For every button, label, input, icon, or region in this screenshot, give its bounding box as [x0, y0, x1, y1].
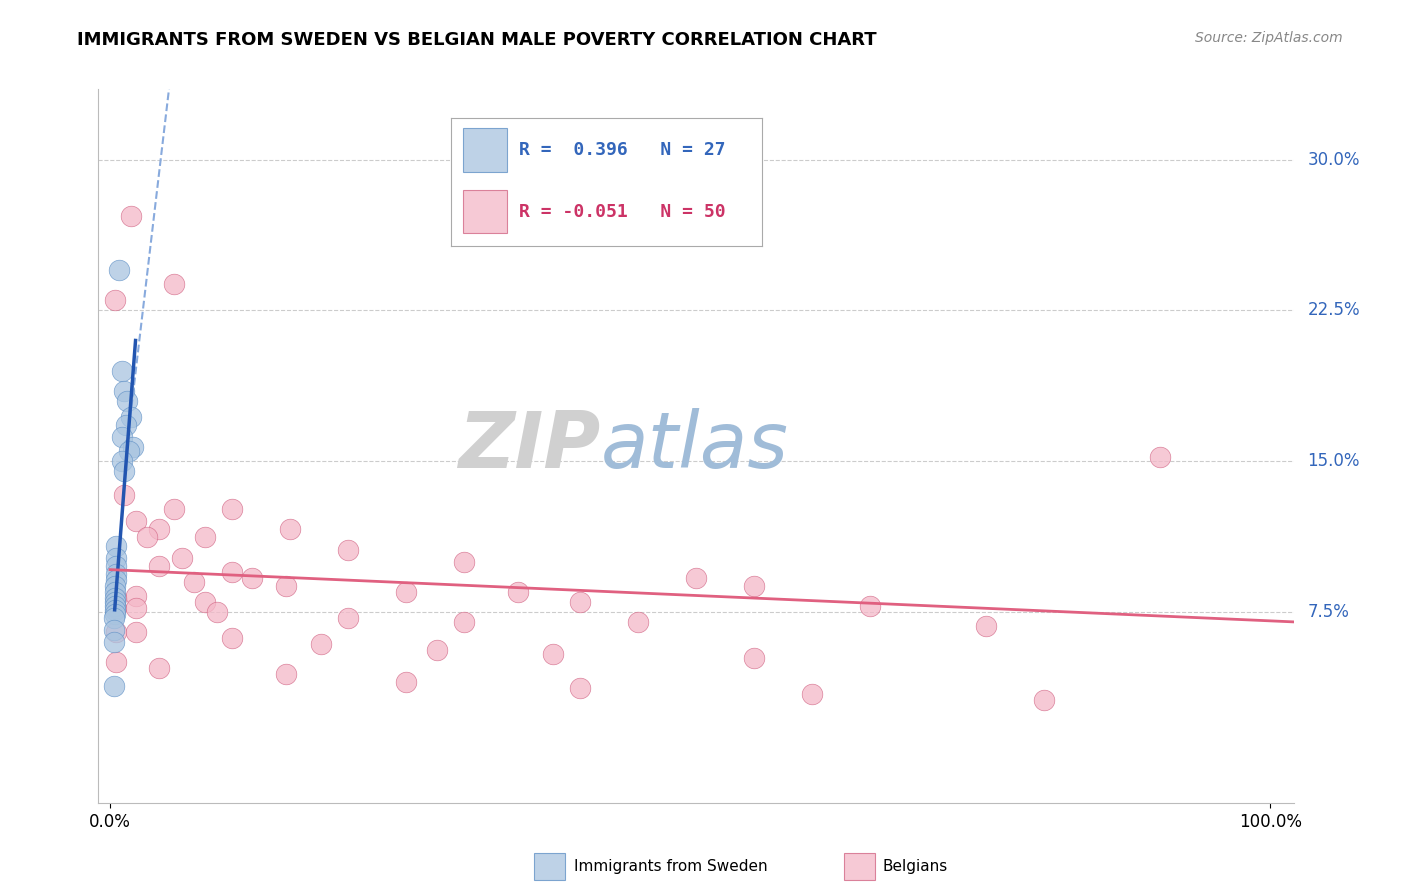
Point — [221, 565, 243, 579]
Point — [117, 393, 139, 408]
Point — [541, 647, 564, 661]
Point — [104, 584, 127, 599]
Point — [103, 611, 125, 625]
Point — [148, 558, 170, 573]
Point — [194, 595, 217, 609]
Point — [124, 515, 146, 529]
Point — [453, 615, 475, 629]
Point — [276, 667, 298, 681]
Point — [183, 574, 205, 589]
Point — [163, 502, 186, 516]
Point — [974, 619, 997, 633]
Point — [568, 681, 591, 696]
Point — [120, 409, 142, 424]
Point — [124, 589, 146, 603]
Point — [124, 624, 146, 639]
Text: 22.5%: 22.5% — [1308, 301, 1360, 319]
Point — [111, 454, 134, 468]
Point — [104, 558, 127, 573]
Point — [115, 417, 138, 432]
Text: Belgians: Belgians — [883, 859, 948, 873]
Point — [859, 599, 882, 613]
Point — [170, 550, 193, 565]
Point — [108, 263, 131, 277]
Point — [627, 615, 650, 629]
Point — [104, 573, 127, 587]
Point — [112, 464, 135, 478]
Point — [309, 637, 332, 651]
Point — [336, 542, 359, 557]
Point — [221, 502, 243, 516]
Point — [104, 603, 127, 617]
Point — [112, 488, 135, 502]
Text: 7.5%: 7.5% — [1308, 603, 1350, 621]
Point — [205, 605, 228, 619]
Point — [395, 675, 418, 690]
Point — [395, 584, 418, 599]
Point — [104, 566, 127, 581]
Point — [104, 600, 127, 615]
Point — [136, 531, 159, 545]
Point — [112, 384, 135, 398]
Point — [104, 624, 127, 639]
Point — [103, 623, 125, 637]
Point — [685, 571, 707, 585]
Point — [276, 579, 298, 593]
Point — [104, 539, 127, 553]
Point — [278, 523, 301, 537]
Point — [240, 571, 263, 585]
Point — [104, 293, 127, 308]
Point — [120, 209, 142, 223]
Point — [124, 600, 146, 615]
Point — [1033, 693, 1056, 707]
Text: ZIP: ZIP — [458, 408, 600, 484]
Point — [148, 523, 170, 537]
Point — [122, 440, 145, 454]
Point — [453, 555, 475, 569]
Point — [103, 635, 125, 649]
Point — [336, 611, 359, 625]
Point — [104, 550, 127, 565]
Point — [221, 631, 243, 645]
Point — [148, 661, 170, 675]
Point — [194, 531, 217, 545]
Point — [801, 687, 824, 701]
Text: 15.0%: 15.0% — [1308, 452, 1360, 470]
Point — [117, 444, 139, 458]
Point — [568, 595, 591, 609]
Point — [104, 595, 127, 609]
Text: Immigrants from Sweden: Immigrants from Sweden — [574, 859, 768, 873]
Point — [742, 651, 765, 665]
Point — [111, 430, 134, 444]
Text: 30.0%: 30.0% — [1308, 151, 1360, 169]
Point — [104, 655, 127, 669]
Point — [104, 579, 127, 593]
Text: IMMIGRANTS FROM SWEDEN VS BELGIAN MALE POVERTY CORRELATION CHART: IMMIGRANTS FROM SWEDEN VS BELGIAN MALE P… — [77, 31, 877, 49]
Point — [104, 591, 127, 605]
Point — [163, 277, 186, 292]
Point — [508, 584, 530, 599]
Text: atlas: atlas — [600, 408, 789, 484]
Point — [426, 643, 449, 657]
Point — [103, 679, 125, 693]
Point — [742, 579, 765, 593]
Point — [111, 363, 134, 377]
Point — [1149, 450, 1171, 464]
Point — [104, 599, 127, 613]
Text: Source: ZipAtlas.com: Source: ZipAtlas.com — [1195, 31, 1343, 45]
Point — [104, 591, 127, 605]
Point — [104, 607, 127, 621]
